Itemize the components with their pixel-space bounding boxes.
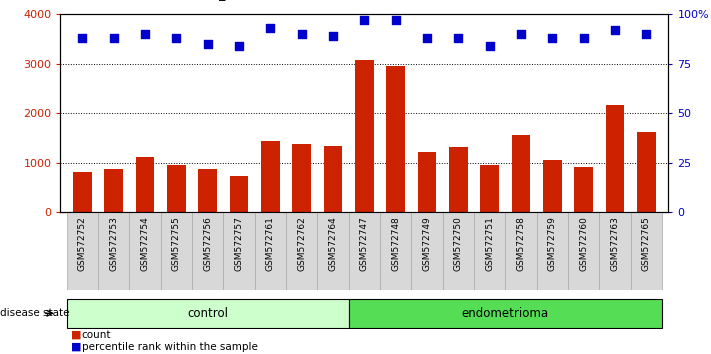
Text: GSM572761: GSM572761 bbox=[266, 216, 275, 271]
Text: GSM572765: GSM572765 bbox=[642, 216, 651, 271]
Bar bbox=[324, 146, 343, 212]
Text: GSM572762: GSM572762 bbox=[297, 216, 306, 271]
Bar bbox=[355, 60, 374, 212]
Bar bbox=[606, 105, 624, 212]
Text: ■: ■ bbox=[71, 330, 82, 339]
Point bbox=[515, 31, 527, 37]
Text: GSM572756: GSM572756 bbox=[203, 216, 212, 271]
Bar bbox=[230, 176, 248, 212]
FancyBboxPatch shape bbox=[568, 212, 599, 290]
Bar bbox=[574, 167, 593, 212]
FancyBboxPatch shape bbox=[599, 212, 631, 290]
Text: percentile rank within the sample: percentile rank within the sample bbox=[82, 342, 257, 352]
FancyBboxPatch shape bbox=[98, 212, 129, 290]
FancyBboxPatch shape bbox=[317, 212, 348, 290]
Bar bbox=[105, 169, 123, 212]
Text: GSM572752: GSM572752 bbox=[78, 216, 87, 271]
Point bbox=[171, 35, 182, 41]
Point bbox=[77, 35, 88, 41]
Bar bbox=[167, 165, 186, 212]
Text: disease state: disease state bbox=[0, 308, 70, 318]
FancyBboxPatch shape bbox=[67, 299, 348, 328]
Bar bbox=[512, 135, 530, 212]
FancyBboxPatch shape bbox=[506, 212, 537, 290]
Bar bbox=[449, 147, 468, 212]
Text: GSM572758: GSM572758 bbox=[517, 216, 525, 271]
Point bbox=[578, 35, 589, 41]
Text: count: count bbox=[82, 330, 111, 339]
Point bbox=[422, 35, 433, 41]
Point bbox=[202, 41, 213, 47]
Point bbox=[233, 43, 245, 49]
Text: ■: ■ bbox=[71, 342, 82, 352]
Bar bbox=[481, 165, 499, 212]
FancyBboxPatch shape bbox=[631, 212, 662, 290]
FancyBboxPatch shape bbox=[255, 212, 286, 290]
Text: GSM572751: GSM572751 bbox=[485, 216, 494, 271]
Bar bbox=[543, 160, 562, 212]
Text: GSM572759: GSM572759 bbox=[548, 216, 557, 271]
Point bbox=[453, 35, 464, 41]
Text: GSM572764: GSM572764 bbox=[328, 216, 338, 271]
FancyBboxPatch shape bbox=[129, 212, 161, 290]
Point bbox=[547, 35, 558, 41]
Text: GSM572750: GSM572750 bbox=[454, 216, 463, 271]
Bar bbox=[261, 141, 280, 212]
Text: GSM572757: GSM572757 bbox=[235, 216, 244, 271]
Point bbox=[108, 35, 119, 41]
FancyBboxPatch shape bbox=[537, 212, 568, 290]
FancyBboxPatch shape bbox=[348, 212, 380, 290]
Point bbox=[390, 17, 402, 23]
FancyBboxPatch shape bbox=[192, 212, 223, 290]
Text: GSM572760: GSM572760 bbox=[579, 216, 588, 271]
Text: GSM572754: GSM572754 bbox=[141, 216, 149, 271]
FancyBboxPatch shape bbox=[67, 212, 98, 290]
Bar bbox=[637, 132, 656, 212]
Point bbox=[139, 31, 151, 37]
Bar bbox=[292, 143, 311, 212]
FancyBboxPatch shape bbox=[412, 212, 443, 290]
Bar bbox=[73, 172, 92, 212]
Point bbox=[609, 27, 621, 33]
FancyBboxPatch shape bbox=[348, 299, 662, 328]
Text: GSM572753: GSM572753 bbox=[109, 216, 118, 271]
Text: GSM572755: GSM572755 bbox=[172, 216, 181, 271]
FancyBboxPatch shape bbox=[286, 212, 317, 290]
Point bbox=[484, 43, 496, 49]
Text: GSM572749: GSM572749 bbox=[422, 216, 432, 271]
Bar bbox=[136, 157, 154, 212]
Point bbox=[641, 31, 652, 37]
FancyBboxPatch shape bbox=[223, 212, 255, 290]
FancyBboxPatch shape bbox=[161, 212, 192, 290]
Bar bbox=[198, 169, 217, 212]
Text: endometrioma: endometrioma bbox=[462, 307, 549, 320]
Text: GSM572748: GSM572748 bbox=[391, 216, 400, 271]
Bar bbox=[417, 152, 437, 212]
Point bbox=[264, 25, 276, 31]
Text: GSM572763: GSM572763 bbox=[611, 216, 619, 271]
FancyBboxPatch shape bbox=[474, 212, 506, 290]
Text: GSM572747: GSM572747 bbox=[360, 216, 369, 271]
Point bbox=[296, 31, 307, 37]
FancyBboxPatch shape bbox=[380, 212, 412, 290]
Point bbox=[327, 33, 338, 39]
Bar bbox=[386, 66, 405, 212]
Point bbox=[359, 17, 370, 23]
Text: control: control bbox=[187, 307, 228, 320]
FancyBboxPatch shape bbox=[443, 212, 474, 290]
